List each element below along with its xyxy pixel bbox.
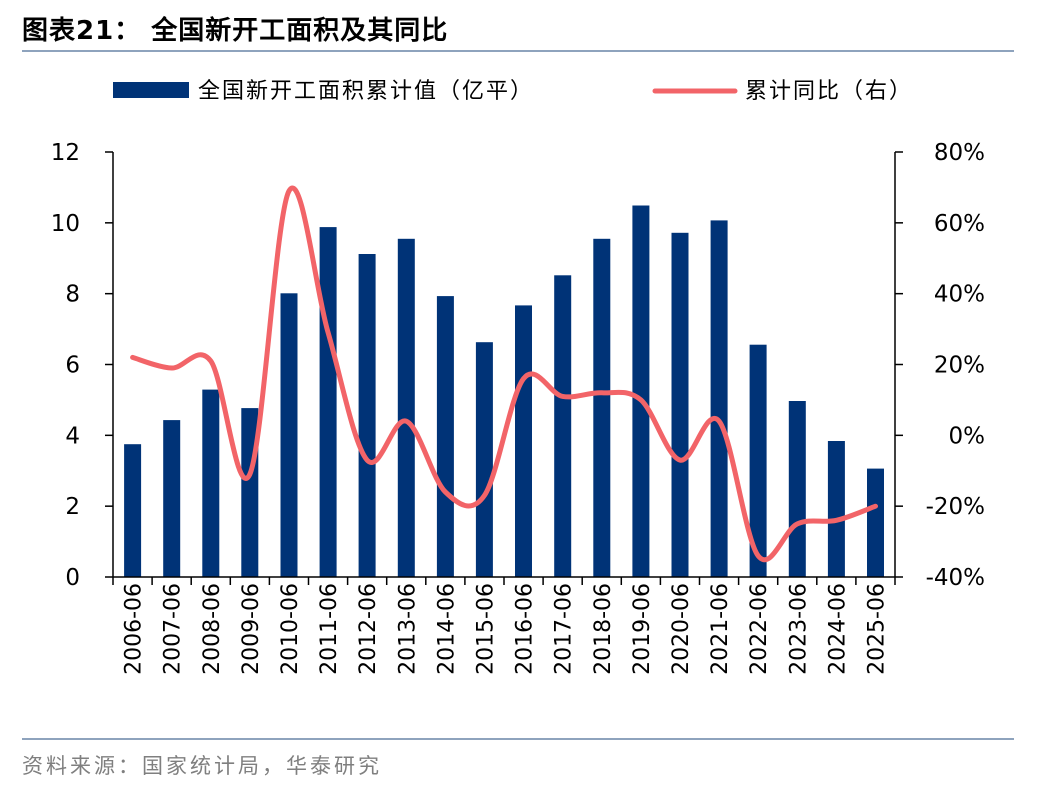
y-right-tick-label: 0% — [949, 423, 986, 449]
bar-2023-06 — [788, 401, 806, 577]
x-tick-label: 2024-06 — [825, 583, 850, 675]
bar-2012-06 — [358, 254, 376, 577]
x-tick-label: 2011-06 — [317, 583, 342, 675]
y-left-tick-label: 2 — [65, 494, 80, 520]
y-right-tick-label: 60% — [934, 211, 985, 237]
bar-series — [124, 205, 884, 578]
y-right-tick-label: 40% — [934, 282, 985, 308]
x-tick-label: 2012-06 — [356, 583, 381, 675]
bar-2008-06 — [202, 389, 220, 577]
bar-2011-06 — [319, 227, 337, 577]
legend-line-label: 累计同比（右） — [745, 79, 913, 104]
legend: 全国新开工面积累计值（亿平） 累计同比（右） — [113, 79, 913, 104]
y-left-tick-label: 0 — [65, 565, 80, 591]
x-tick-label: 2013-06 — [395, 583, 420, 675]
bar-2006-06 — [124, 444, 142, 577]
legend-bar-swatch — [113, 82, 189, 98]
bar-2014-06 — [436, 296, 454, 577]
x-tick-label: 2014-06 — [434, 583, 459, 675]
bottom-divider — [22, 738, 1014, 740]
x-tick-label: 2019-06 — [630, 583, 655, 675]
bar-2019-06 — [632, 205, 650, 577]
yoy-line-series — [130, 185, 878, 562]
x-tick-label: 2009-06 — [239, 583, 264, 675]
top-divider — [22, 50, 1014, 52]
bar-2018-06 — [593, 238, 611, 578]
bar-2015-06 — [475, 342, 493, 577]
x-tick-label: 2007-06 — [161, 583, 186, 675]
bar-2020-06 — [671, 232, 689, 578]
x-tick-label: 2023-06 — [786, 583, 811, 675]
bar-2022-06 — [749, 344, 767, 577]
x-tick-label: 2016-06 — [513, 583, 538, 675]
bar-2007-06 — [163, 420, 181, 577]
bar-2017-06 — [554, 275, 572, 578]
x-tick-label: 2008-06 — [200, 583, 225, 675]
y-left-tick-label: 12 — [51, 140, 80, 166]
y-right-tick-label: -20% — [926, 494, 985, 520]
bar-2024-06 — [827, 441, 845, 577]
x-tick-label: 2022-06 — [747, 583, 772, 675]
x-tick-label: 2021-06 — [708, 583, 733, 675]
bar-2025-06 — [867, 468, 884, 577]
x-tick-label: 2020-06 — [669, 583, 694, 675]
bar-2021-06 — [710, 220, 728, 577]
bar-2016-06 — [515, 305, 532, 577]
x-tick-label: 2015-06 — [473, 583, 498, 675]
axes: 0 2 4 6 8 10 12 -40% -20% 0% 20% 40% 60% 80% 2006-06 20… — [51, 140, 985, 675]
x-tick-label: 2010-06 — [278, 583, 303, 675]
x-tick-label: 2006-06 — [122, 583, 147, 675]
bar-2010-06 — [280, 293, 298, 577]
y-left-tick-label: 4 — [65, 423, 80, 449]
y-right-tick-label: 20% — [934, 353, 985, 379]
legend-bar-label: 全国新开工面积累计值（亿平） — [198, 79, 534, 104]
x-tick-label: 2025-06 — [864, 583, 889, 675]
chart-title: 图表21： 全国新开工面积及其同比 — [22, 16, 449, 46]
y-left-tick-label: 6 — [65, 353, 80, 379]
source-note: 资料来源：国家统计局，华泰研究 — [22, 754, 382, 778]
y-right-tick-label: 80% — [934, 140, 985, 166]
y-left-tick-label: 10 — [51, 211, 80, 237]
y-left-tick-label: 8 — [65, 282, 80, 308]
x-tick-label: 2018-06 — [591, 583, 616, 675]
x-tick-label: 2017-06 — [552, 583, 577, 675]
y-right-tick-label: -40% — [926, 565, 985, 591]
bar-2013-06 — [397, 238, 415, 578]
